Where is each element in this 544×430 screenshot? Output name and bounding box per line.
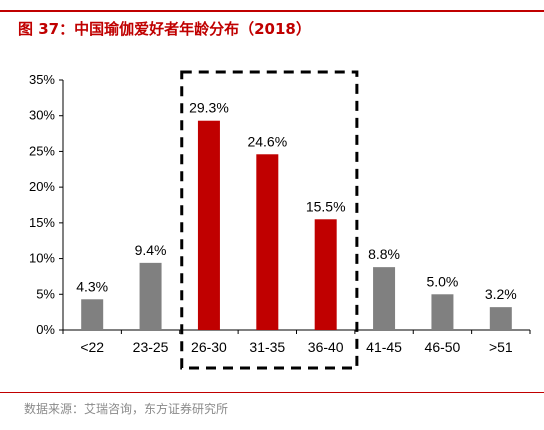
bar xyxy=(373,267,396,330)
y-tick-label: 0% xyxy=(36,322,55,337)
bar-value-label: 9.4% xyxy=(135,242,167,258)
bar xyxy=(431,294,454,330)
figure-title: 图 37：中国瑜伽爱好者年龄分布（2018） xyxy=(18,20,311,38)
x-category-label: 31-35 xyxy=(249,339,285,355)
source-rule xyxy=(0,392,544,393)
bar xyxy=(139,262,162,330)
bar-value-label: 15.5% xyxy=(306,198,346,214)
y-tick-label: 5% xyxy=(36,286,55,301)
x-category-label: 26-30 xyxy=(191,339,227,355)
bar xyxy=(256,154,279,330)
y-tick-label: 25% xyxy=(29,143,55,158)
bar xyxy=(197,120,220,330)
bar-value-label: 8.8% xyxy=(368,246,400,262)
x-category-label: >51 xyxy=(489,339,513,355)
bar-value-label: 4.3% xyxy=(76,278,108,294)
x-category-label: 36-40 xyxy=(308,339,344,355)
x-category-label: 23-25 xyxy=(133,339,169,355)
title-top-rule xyxy=(0,10,544,12)
y-tick-label: 35% xyxy=(29,72,55,87)
highlight-dashed-box xyxy=(180,70,359,370)
x-category-label: 46-50 xyxy=(425,339,461,355)
bar xyxy=(314,219,337,330)
data-source-note: 数据来源：艾瑞咨询，东方证券研究所 xyxy=(24,402,229,416)
x-category-label: <22 xyxy=(80,339,104,355)
bar-value-label: 5.0% xyxy=(426,273,458,289)
bar-value-label: 24.6% xyxy=(247,133,287,149)
bar xyxy=(489,307,512,330)
y-tick-label: 20% xyxy=(29,179,55,194)
bar-value-label: 3.2% xyxy=(485,286,517,302)
x-category-label: 41-45 xyxy=(366,339,402,355)
bar xyxy=(81,299,104,330)
y-tick-label: 15% xyxy=(29,215,55,230)
y-tick-label: 10% xyxy=(29,251,55,266)
y-tick-label: 30% xyxy=(29,108,55,123)
bar-value-label: 29.3% xyxy=(189,100,229,116)
